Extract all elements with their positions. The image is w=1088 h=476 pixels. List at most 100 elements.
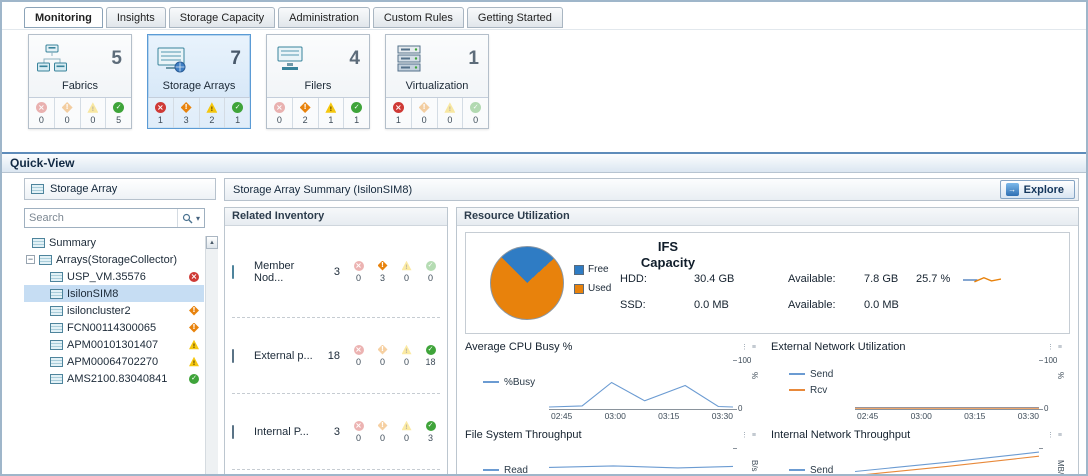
legend-line-swatch — [483, 381, 499, 383]
tile-label: Storage Arrays — [162, 80, 236, 92]
tab-storage-capacity[interactable]: Storage Capacity — [168, 7, 276, 28]
tree-item-label: isiloncluster2 — [67, 304, 131, 317]
resource-utilization-title: Resource Utilization — [457, 208, 1078, 226]
tree-item-fcn00114300065[interactable]: FCN00114300065 — [24, 319, 204, 336]
status-critical: 0 — [373, 344, 392, 367]
critical-icon — [299, 102, 311, 113]
status-count: 0 — [276, 115, 282, 125]
chart-plot — [855, 358, 1039, 410]
tile-status-warning: 0 — [436, 98, 463, 128]
tile-filers[interactable]: 4 Filers 0 2 1 1 — [266, 34, 370, 129]
normal-icon — [425, 260, 436, 271]
explore-arrow-icon: → — [1005, 183, 1019, 196]
chart-menu-icons[interactable]: ⋮ ≡ — [740, 344, 757, 351]
tree-item-arrays-root[interactable]: − Arrays(StorageCollector) — [24, 251, 204, 268]
tree-item-isilonsim8[interactable]: IsilonSIM8 — [24, 285, 204, 302]
fatal-icon — [154, 102, 166, 113]
tile-status-normal: 5 — [105, 98, 131, 128]
tile-fabrics[interactable]: 5 Fabrics 0 0 0 5 — [28, 34, 132, 129]
title-line2: Capacity — [640, 255, 696, 270]
tab-insights[interactable]: Insights — [105, 7, 166, 28]
sidebar-header-storage-array: Storage Array — [24, 178, 216, 200]
chart-file-system-throughput: File System Throughput ⋮ ≡ Read B/s — [461, 428, 761, 474]
status-count: 0 — [379, 432, 385, 443]
chart-menu-icons[interactable]: ⋮ ≡ — [1046, 344, 1063, 351]
legend-item: Read — [483, 465, 549, 474]
storage-array-icon — [31, 184, 44, 194]
status-count: 1 — [235, 115, 241, 125]
tile-label: Filers — [304, 80, 332, 92]
search-input[interactable] — [25, 212, 177, 224]
chart-plot — [549, 446, 733, 474]
status-count: 0 — [379, 356, 385, 367]
tile-virtualization[interactable]: 1 Virtualization 1 0 0 0 — [385, 34, 489, 129]
summary-title: Storage Array Summary (IsilonSIM8) — [233, 183, 413, 196]
chart-average-cpu-busy: Average CPU Busy % ⋮ ≡ %Busy 100 0% 02:45 0… — [461, 340, 761, 422]
member-node-icon — [232, 264, 254, 279]
related-inventory-panel: Related Inventory Member Nod... 3 0 3 0 … — [224, 207, 448, 474]
tab-monitoring[interactable]: Monitoring — [24, 7, 103, 28]
fatal-icon — [392, 102, 404, 113]
tree-item-label: APM00101301407 — [67, 338, 159, 351]
related-inventory-row-member-nodes[interactable]: Member Nod... 3 0 3 0 0 — [232, 226, 440, 318]
critical-icon — [418, 102, 430, 113]
scroll-up-button[interactable]: ▲ — [206, 236, 218, 249]
fabrics-icon — [37, 44, 67, 71]
tree-item-apm00101301407[interactable]: APM00101301407 — [24, 336, 204, 353]
status-normal: 18 — [421, 344, 440, 367]
legend-label: Used — [588, 283, 612, 294]
tile-count: 4 — [349, 48, 360, 69]
x-tick-label: 03:00 — [604, 411, 626, 421]
fatal-icon — [353, 260, 364, 271]
warning-icon — [401, 344, 412, 355]
chart-menu-icons[interactable]: ⋮ ≡ — [1046, 432, 1063, 439]
tree-scrollbar[interactable]: ▲ — [205, 236, 218, 474]
tile-storage-arrays[interactable]: 7 Storage Arrays 1 3 2 1 — [147, 34, 251, 129]
tree-item-isiloncluster2[interactable]: isiloncluster2 — [24, 302, 204, 319]
ssd-size: 0.0 MB — [694, 299, 729, 311]
tree-item-ams2100-83040841[interactable]: AMS2100.83040841 — [24, 370, 204, 387]
tab-administration[interactable]: Administration — [278, 7, 370, 28]
warning-icon — [325, 102, 337, 113]
tile-status-normal: 0 — [462, 98, 488, 128]
status-count: 0 — [355, 432, 361, 443]
storage-array-tree: Summary − Arrays(StorageCollector) USP_V… — [24, 234, 218, 474]
tile-status-critical: 0 — [53, 98, 80, 128]
storage-array-icon — [50, 271, 63, 282]
warning-icon — [189, 339, 199, 350]
tile-top: 1 — [386, 35, 488, 79]
tab-getting-started[interactable]: Getting Started — [466, 7, 563, 28]
storage-array-icon — [50, 322, 63, 333]
x-tick-label: 02:45 — [551, 411, 573, 421]
critical-icon — [377, 260, 388, 271]
related-inventory-row-external-ports[interactable]: External p... 18 0 0 0 18 — [232, 318, 440, 394]
warning-icon — [401, 260, 412, 271]
normal-icon — [425, 420, 436, 431]
normal-icon — [351, 102, 363, 113]
status-count: 0 — [355, 356, 361, 367]
tab-custom-rules[interactable]: Custom Rules — [372, 7, 464, 28]
tile-status-normal: 1 — [343, 98, 369, 128]
related-inventory-row-internal-ports[interactable]: Internal P... 3 0 0 0 3 — [232, 394, 440, 470]
critical-icon — [377, 420, 388, 431]
status-normal: 3 — [421, 420, 440, 443]
critical-icon — [189, 322, 199, 333]
tree-item-apm00064702270[interactable]: APM00064702270 — [24, 353, 204, 370]
warning-icon — [87, 102, 99, 113]
tile-status-fatal: 1 — [386, 98, 411, 128]
status-fatal: 0 — [349, 260, 368, 283]
status-count: 1 — [157, 115, 163, 125]
tree-item-usp-vm-35576[interactable]: USP_VM.35576 — [24, 268, 204, 285]
tile-status-fatal: 1 — [148, 98, 173, 128]
explore-button[interactable]: → Explore — [999, 180, 1075, 199]
capacity-sparkline — [963, 274, 1002, 288]
filers-icon — [277, 46, 303, 70]
tree-item-summary[interactable]: Summary — [24, 234, 204, 251]
status-count: 18 — [425, 356, 436, 367]
x-tick-label: 02:45 — [857, 411, 879, 421]
search-button[interactable]: ▾ — [176, 209, 204, 227]
chart-menu-icons[interactable]: ⋮ ≡ — [740, 432, 757, 439]
collapse-icon[interactable]: − — [26, 254, 35, 264]
x-tick-label: 03:30 — [711, 411, 733, 421]
